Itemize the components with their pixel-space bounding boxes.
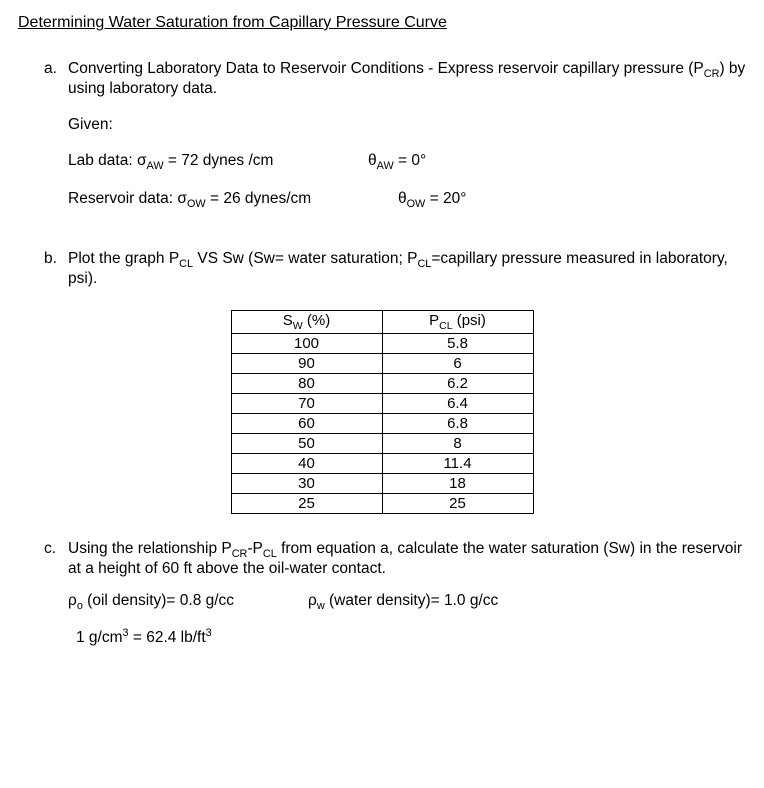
data-table: SW (%) PCL (psi) 1005.8 906 806.2 706.4 … bbox=[231, 310, 534, 514]
c-t1-sub: CR bbox=[232, 548, 248, 560]
rho-w-txt: (water density)= 1.0 g/cc bbox=[325, 592, 499, 609]
table-row: 4011.4 bbox=[231, 454, 533, 474]
item-c-body: Using the relationship PCR-PCL from equa… bbox=[68, 540, 746, 646]
theta-ow-val: = 20° bbox=[425, 190, 466, 207]
item-c: c. Using the relationship PCR-PCL from e… bbox=[44, 540, 746, 646]
header-pcl-sub: CL bbox=[439, 320, 452, 332]
given-label: Given: bbox=[68, 116, 746, 134]
rho-o-pre: ρ bbox=[68, 592, 77, 609]
cell-sw: 50 bbox=[231, 434, 382, 454]
table-row: 606.8 bbox=[231, 414, 533, 434]
item-b: b. Plot the graph PCL VS Sw (Sw= water s… bbox=[44, 250, 746, 288]
cell-sw: 80 bbox=[231, 374, 382, 394]
c-t2-sub: CL bbox=[263, 548, 277, 560]
cell-pcl: 6.4 bbox=[382, 394, 533, 414]
cell-pcl: 6.8 bbox=[382, 414, 533, 434]
item-c-letter: c. bbox=[44, 540, 68, 558]
c-t2: -P bbox=[247, 540, 263, 557]
table-row: 706.4 bbox=[231, 394, 533, 414]
lab-prefix: Lab data: σ bbox=[68, 152, 147, 169]
theta-aw-sym: θ bbox=[368, 152, 377, 169]
res-sub: OW bbox=[187, 198, 206, 210]
item-a-sub: CR bbox=[704, 68, 720, 80]
c-t1: Using the relationship P bbox=[68, 540, 232, 557]
rho-w-pre: ρ bbox=[308, 592, 317, 609]
table-row: 1005.8 bbox=[231, 334, 533, 354]
item-a-text: Converting Laboratory Data to Reservoir … bbox=[68, 60, 704, 77]
item-b-letter: b. bbox=[44, 250, 68, 268]
cell-pcl: 11.4 bbox=[382, 454, 533, 474]
densities-line: ρo (oil density)= 0.8 g/cc ρw (water den… bbox=[68, 592, 746, 612]
item-a-letter: a. bbox=[44, 60, 68, 78]
conv-pre: 1 g/cm bbox=[76, 629, 123, 646]
cell-pcl: 6.2 bbox=[382, 374, 533, 394]
cell-pcl: 25 bbox=[382, 494, 533, 514]
table-row: 2525 bbox=[231, 494, 533, 514]
page-title: Determining Water Saturation from Capill… bbox=[18, 14, 746, 32]
b-t1-sub: CL bbox=[179, 258, 193, 270]
header-sw-sub: W bbox=[293, 320, 303, 332]
theta-ow-sym: θ bbox=[398, 190, 407, 207]
item-b-body: Plot the graph PCL VS Sw (Sw= water satu… bbox=[68, 250, 746, 288]
header-pcl-pre: P bbox=[429, 312, 439, 329]
header-sw: SW (%) bbox=[231, 311, 382, 334]
cell-sw: 25 bbox=[231, 494, 382, 514]
conv-sup2: 3 bbox=[206, 627, 212, 639]
theta-ow-sub: OW bbox=[407, 198, 426, 210]
lab-sub: AW bbox=[147, 160, 164, 172]
table-header-row: SW (%) PCL (psi) bbox=[231, 311, 533, 334]
header-pcl-suf: (psi) bbox=[453, 312, 486, 329]
lab-val: = 72 dynes /cm bbox=[164, 152, 274, 169]
cell-sw: 30 bbox=[231, 474, 382, 494]
item-a: a. Converting Laboratory Data to Reservo… bbox=[44, 60, 746, 228]
res-data-line: Reservoir data: σOW = 26 dynes/cm θOW = … bbox=[68, 190, 746, 210]
b-t2-sub: CL bbox=[417, 258, 431, 270]
header-sw-suf: (%) bbox=[303, 312, 331, 329]
conversion-line: 1 g/cm3 = 62.4 lb/ft3 bbox=[76, 627, 746, 647]
table-row: 906 bbox=[231, 354, 533, 374]
theta-aw-sub: AW bbox=[377, 160, 394, 172]
header-pcl: PCL (psi) bbox=[382, 311, 533, 334]
table-row: 806.2 bbox=[231, 374, 533, 394]
cell-sw: 40 bbox=[231, 454, 382, 474]
cell-sw: 60 bbox=[231, 414, 382, 434]
cell-pcl: 8 bbox=[382, 434, 533, 454]
table-row: 3018 bbox=[231, 474, 533, 494]
res-val: = 26 dynes/cm bbox=[206, 190, 312, 207]
cell-sw: 100 bbox=[231, 334, 382, 354]
rho-o-txt: (oil density)= 0.8 g/cc bbox=[83, 592, 234, 609]
conv-mid: = 62.4 lb/ft bbox=[129, 629, 206, 646]
theta-aw-val: = 0° bbox=[394, 152, 426, 169]
header-sw-pre: S bbox=[283, 312, 293, 329]
item-a-body: Converting Laboratory Data to Reservoir … bbox=[68, 60, 746, 228]
cell-pcl: 5.8 bbox=[382, 334, 533, 354]
cell-pcl: 18 bbox=[382, 474, 533, 494]
cell-sw: 90 bbox=[231, 354, 382, 374]
cell-pcl: 6 bbox=[382, 354, 533, 374]
rho-w-sub: w bbox=[317, 601, 325, 613]
table-row: 508 bbox=[231, 434, 533, 454]
b-t1: Plot the graph P bbox=[68, 250, 179, 267]
cell-sw: 70 bbox=[231, 394, 382, 414]
b-t2: VS Sw (Sw= water saturation; P bbox=[193, 250, 417, 267]
lab-data-line: Lab data: σAW = 72 dynes /cm θAW = 0° bbox=[68, 152, 746, 172]
res-prefix: Reservoir data: σ bbox=[68, 190, 187, 207]
